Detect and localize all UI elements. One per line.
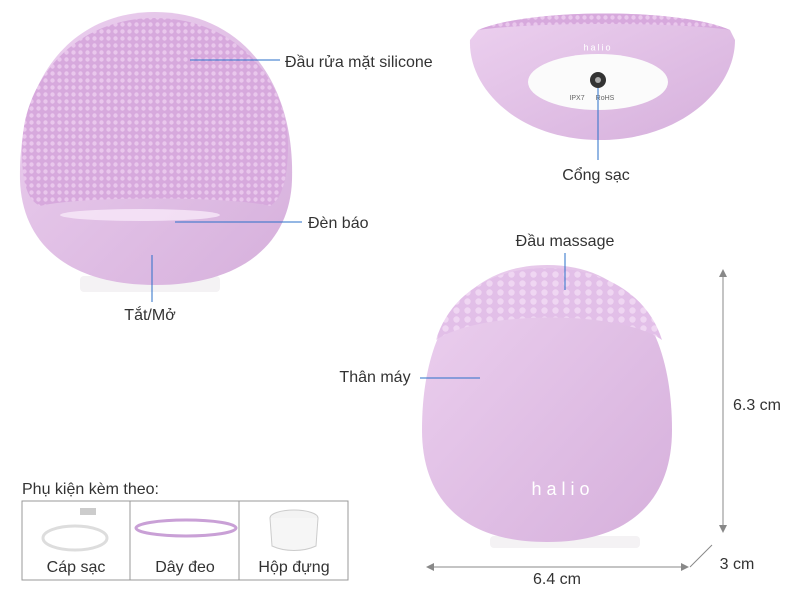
accessory-label: Dây đeo <box>155 559 215 576</box>
brand: halio <box>531 479 594 499</box>
accessories-title: Phụ kiện kèm theo: <box>22 481 159 498</box>
dimension-line <box>689 544 713 568</box>
side-view: halio <box>422 265 672 548</box>
label: Đầu rửa mặt silicone <box>285 54 433 71</box>
dimension-label: 6.4 cm <box>533 571 581 588</box>
dimension-label: 6.3 cm <box>733 397 781 414</box>
accessory-label: Cáp sạc <box>47 559 106 576</box>
label: Thân máy <box>339 369 410 386</box>
device-text: RoHS <box>596 95 615 102</box>
front-view <box>19 12 293 292</box>
device-text: IPX7 <box>569 95 584 102</box>
label: Cổng sạc <box>562 166 630 184</box>
label: Đèn báo <box>308 215 369 232</box>
label: Tắt/Mở <box>124 305 176 324</box>
accessories-table <box>21 500 349 581</box>
brand: halio <box>583 42 612 52</box>
label: Đầu massage <box>516 233 615 250</box>
dimension-label: 3 cm <box>720 556 755 573</box>
accessory-icons <box>41 508 319 552</box>
back-view: IPX7 RoHS halio <box>469 13 735 140</box>
accessory-label: Hộp đựng <box>258 559 329 576</box>
